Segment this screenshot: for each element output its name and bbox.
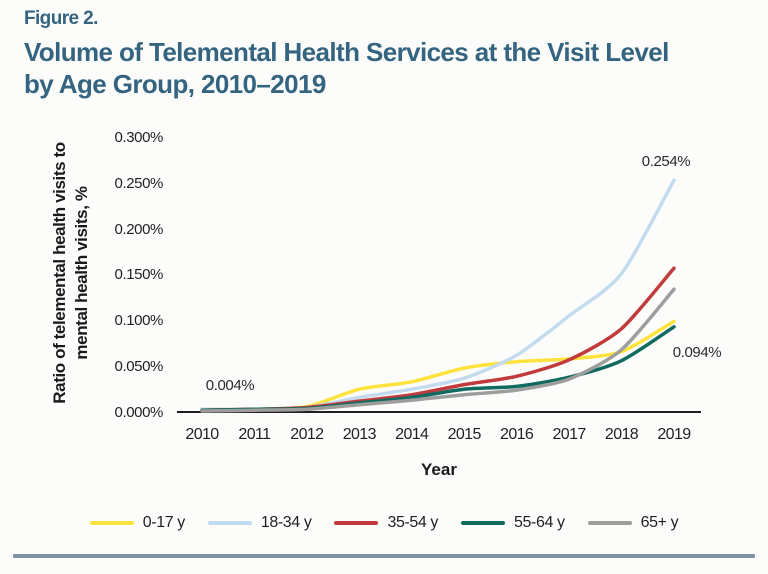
annotation-55-64-2019: 0.094% [672, 344, 722, 361]
x-tick-2018: 2018 [604, 426, 639, 443]
legend-swatch-55-64-y [461, 521, 506, 525]
legend-item-55-64-y: 55-64 y [461, 514, 565, 532]
y-tick-0.100%: 0.100% [114, 312, 164, 330]
y-tick-0.300%: 0.300% [114, 129, 164, 146]
legend-item-35-54-y: 35-54 y [334, 514, 438, 532]
series-line-65-y [200, 287, 676, 413]
annotation-18-34-2019: 0.254% [641, 153, 691, 170]
legend-item-65-y: 65+ y [587, 514, 679, 532]
legend-label-55-64-y: 55-64 y [514, 514, 565, 531]
x-tick-2016: 2016 [500, 426, 534, 443]
x-tick-2014: 2014 [395, 426, 429, 443]
chart-title: Volume of Telemental Health Services at … [24, 37, 754, 100]
legend-label-18-34-y: 18-34 y [260, 514, 312, 531]
legend-label-0-17-y: 0-17 y [142, 514, 185, 531]
y-tick-0.150%: 0.150% [114, 266, 164, 284]
y-tick-0.050%: 0.050% [114, 358, 164, 376]
legend-item-18-34-y: 18-34 y [207, 514, 312, 532]
y-tick-0.250%: 0.250% [114, 174, 164, 192]
annotation-start-value: 0.004% [205, 377, 255, 394]
x-axis-label: Year [421, 460, 457, 479]
x-tick-2015: 2015 [447, 426, 482, 443]
legend-label-35-54-y: 35-54 y [387, 514, 439, 531]
bottom-divider-bar [13, 554, 755, 558]
x-tick-2011: 2011 [238, 426, 271, 443]
legend-swatch-0-17-y [89, 521, 134, 525]
legend-swatch-65-y [587, 521, 632, 525]
legend-item-0-17-y: 0-17 y [89, 514, 185, 532]
x-tick-2013: 2013 [342, 426, 377, 443]
y-tick-0.200%: 0.200% [114, 220, 164, 238]
y-tick-0.000%: 0.000% [114, 403, 164, 421]
x-tick-2019: 2019 [657, 426, 691, 443]
chart-title-line-2: by Age Group, 2010–2019 [24, 68, 326, 99]
x-tick-2017: 2017 [552, 426, 586, 443]
legend-swatch-18-34-y [207, 521, 252, 525]
x-tick-2010: 2010 [185, 426, 219, 443]
figure-label: Figure 2. [24, 8, 98, 29]
legend-label-65-y: 65+ y [640, 514, 679, 531]
chart-title-line-1: Volume of Telemental Health Services at … [24, 37, 669, 67]
chart-legend: 0-17 y 18-34 y 35-54 y 55-64 y 65+ y [0, 513, 768, 533]
x-tick-2012: 2012 [290, 426, 324, 443]
legend-swatch-35-54-y [334, 521, 379, 525]
